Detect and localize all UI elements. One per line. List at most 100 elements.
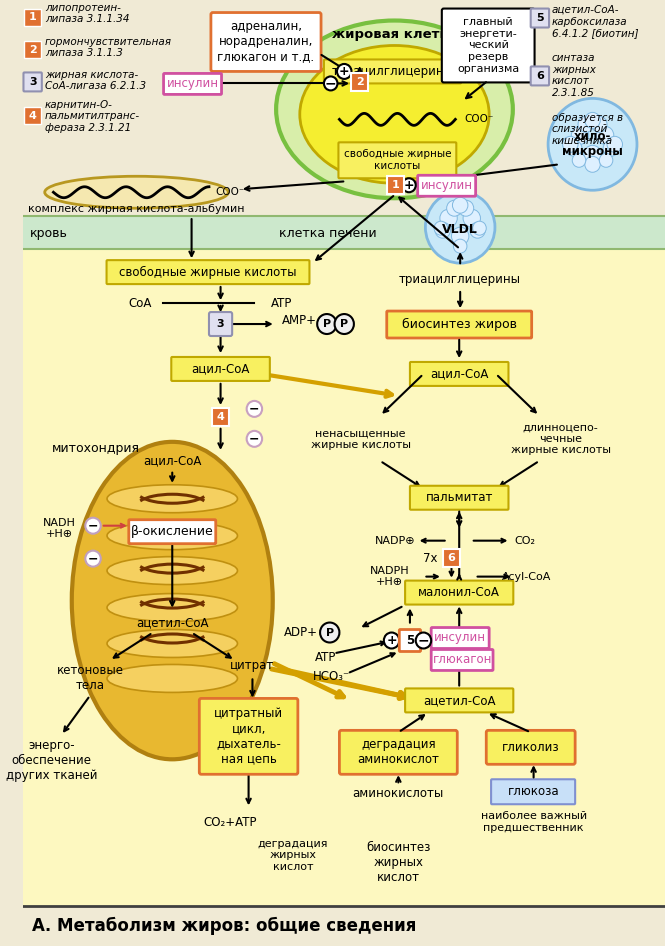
Text: CO₂+ATP: CO₂+ATP (203, 815, 257, 829)
Circle shape (592, 116, 607, 132)
Text: адреналин,
норадреналин,
глюкагон и т.д.: адреналин, норадреналин, глюкагон и т.д. (217, 20, 315, 63)
Circle shape (320, 622, 339, 642)
Text: триацилглицерины: триацилглицерины (399, 272, 521, 286)
Ellipse shape (276, 21, 513, 199)
Text: малонил-СоА: малонил-СоА (418, 587, 500, 599)
Text: длинноцепо-
чечные
жирные кислоты: длинноцепо- чечные жирные кислоты (511, 422, 610, 455)
Circle shape (247, 401, 262, 417)
Text: ATP: ATP (271, 296, 292, 309)
Text: глюкагон: глюкагон (432, 653, 492, 666)
Circle shape (426, 191, 495, 263)
Text: ацетил-СоА: ацетил-СоА (136, 616, 209, 629)
Text: кетоновые
тела: кетоновые тела (57, 664, 124, 692)
Text: +: + (339, 65, 350, 78)
Text: глюкоза: глюкоза (508, 785, 559, 797)
Ellipse shape (107, 664, 237, 692)
Text: 6: 6 (536, 71, 544, 81)
Circle shape (463, 209, 480, 227)
Text: гормончувствительная
липаза 3.1.1.3: гормончувствительная липаза 3.1.1.3 (45, 37, 172, 59)
FancyBboxPatch shape (405, 689, 513, 712)
Text: +: + (386, 634, 397, 647)
Text: −: − (418, 634, 430, 647)
Circle shape (603, 140, 618, 156)
Ellipse shape (107, 629, 237, 657)
FancyBboxPatch shape (531, 9, 549, 27)
Text: кровь: кровь (30, 227, 68, 239)
Text: 5: 5 (406, 634, 414, 647)
Text: цитрат: цитрат (230, 659, 275, 672)
Text: гликолиз: гликолиз (502, 741, 559, 754)
Text: COO⁻: COO⁻ (464, 114, 493, 124)
FancyBboxPatch shape (200, 698, 298, 774)
Circle shape (585, 113, 600, 129)
FancyBboxPatch shape (209, 312, 232, 336)
Circle shape (317, 314, 336, 334)
Circle shape (458, 201, 473, 217)
Circle shape (247, 430, 262, 447)
Circle shape (571, 127, 589, 145)
Text: образуется в
слизистой
кишечника: образуется в слизистой кишечника (552, 113, 623, 146)
Text: NADPH
+H⊕: NADPH +H⊕ (370, 566, 410, 587)
Text: −: − (249, 432, 259, 446)
Circle shape (567, 140, 582, 156)
Circle shape (337, 64, 352, 79)
Circle shape (402, 178, 416, 192)
Text: митохондрия: митохондрия (51, 443, 140, 455)
Text: 3: 3 (217, 319, 224, 329)
Circle shape (452, 197, 468, 213)
Circle shape (597, 127, 614, 145)
Text: А. Метаболизм жиров: общие сведения: А. Метаболизм жиров: общие сведения (32, 917, 416, 935)
Text: 7x: 7x (424, 552, 438, 565)
Bar (351, 74, 368, 92)
FancyBboxPatch shape (442, 9, 535, 82)
Circle shape (548, 98, 637, 190)
Bar (212, 408, 229, 426)
Text: хило-
микроны: хило- микроны (562, 131, 623, 158)
Circle shape (334, 314, 354, 334)
Ellipse shape (107, 593, 237, 622)
Text: ненасыщенные
жирные кислоты: ненасыщенные жирные кислоты (311, 428, 411, 449)
Circle shape (435, 222, 450, 238)
Circle shape (447, 201, 462, 217)
Text: 3: 3 (29, 77, 37, 87)
Text: 6: 6 (448, 552, 456, 563)
Text: 4: 4 (217, 412, 225, 422)
Text: энерго-
обеспечение
других тканей: энерго- обеспечение других тканей (6, 739, 97, 781)
Circle shape (470, 222, 485, 238)
Circle shape (584, 146, 601, 164)
Text: 5: 5 (536, 13, 544, 23)
Text: биосинтез
жирных
кислот: биосинтез жирных кислот (366, 841, 430, 884)
Bar (23, 217, 665, 249)
Text: клетка печени: клетка печени (279, 227, 376, 239)
Bar (443, 549, 460, 567)
Text: ADP+: ADP+ (284, 626, 318, 639)
Text: β-окисление: β-окисление (131, 525, 213, 538)
Text: липопротеин-
липаза 3.1.1.34: липопротеин- липаза 3.1.1.34 (45, 3, 129, 25)
Ellipse shape (72, 442, 273, 760)
Text: CO₂: CO₂ (515, 535, 535, 546)
Text: деградация
аминокислот: деградация аминокислот (357, 738, 440, 766)
Circle shape (324, 77, 337, 91)
Text: свободные жирные
кислоты: свободные жирные кислоты (344, 149, 451, 171)
Text: P: P (323, 319, 331, 329)
Ellipse shape (107, 556, 237, 585)
Text: главный
энергети-
ческий
резерв
организма: главный энергети- ческий резерв организм… (457, 17, 519, 74)
FancyBboxPatch shape (129, 519, 215, 544)
Bar (25, 9, 41, 26)
Circle shape (85, 517, 101, 534)
Text: −: − (88, 519, 98, 533)
FancyBboxPatch shape (387, 311, 532, 338)
FancyBboxPatch shape (410, 362, 509, 386)
Text: HCO₃⁻: HCO₃⁻ (313, 670, 350, 683)
Circle shape (473, 221, 486, 236)
FancyBboxPatch shape (399, 629, 420, 652)
Text: инсулин: инсулин (421, 179, 473, 192)
Text: ацил-СоА: ацил-СоА (192, 362, 250, 376)
Text: 1: 1 (392, 181, 399, 190)
Text: пальмитат: пальмитат (426, 491, 493, 504)
Text: −: − (325, 77, 336, 91)
Text: свободные жирные кислоты: свободные жирные кислоты (119, 266, 297, 279)
FancyBboxPatch shape (211, 12, 321, 72)
Text: −: − (88, 552, 98, 565)
Text: 4: 4 (29, 111, 37, 121)
